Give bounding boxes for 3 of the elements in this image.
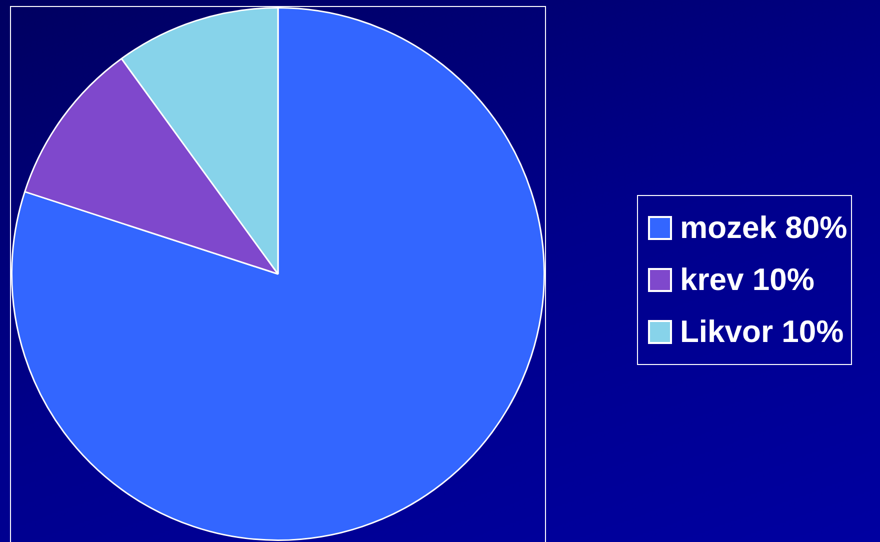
legend-label: krev 10% (680, 262, 814, 298)
legend-label: Likvor 10% (680, 314, 844, 350)
legend-label: mozek 80% (680, 210, 848, 246)
